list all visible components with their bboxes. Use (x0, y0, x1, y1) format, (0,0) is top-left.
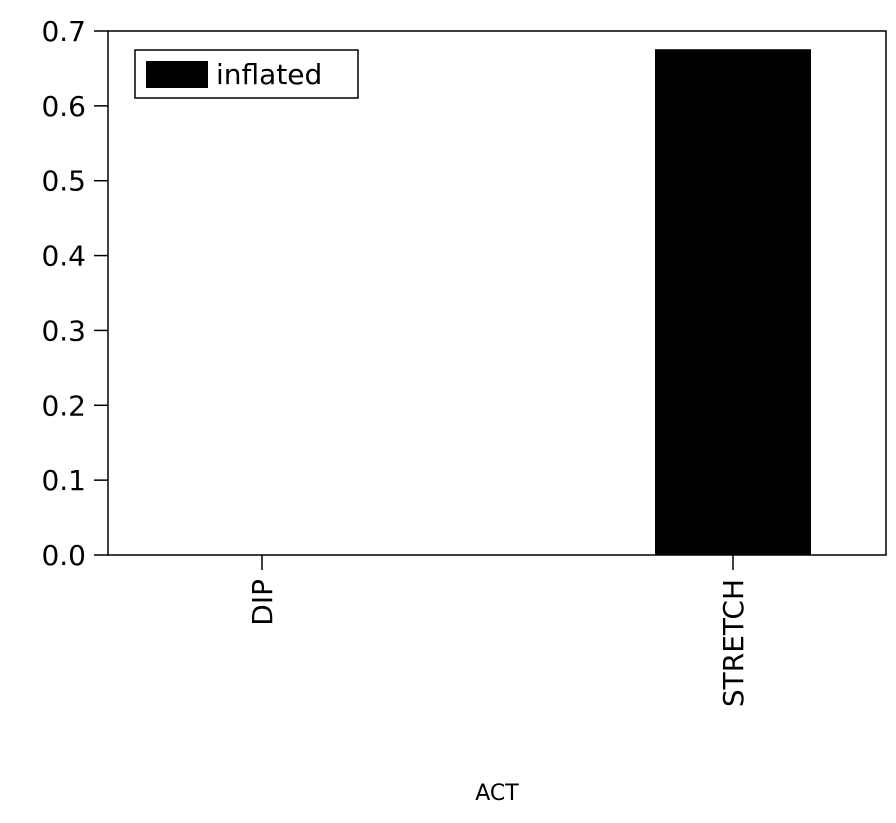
x-tick-label: DIP (246, 579, 279, 626)
bars (655, 49, 811, 556)
y-tick-label: 0.5 (41, 165, 86, 198)
y-tick-label: 0.1 (41, 464, 86, 497)
y-axis: 0.0 0.1 0.2 0.3 0.4 0.5 0.6 0.7 (41, 15, 108, 572)
legend-label: inflated (216, 58, 322, 91)
y-tick-label: 0.3 (41, 314, 86, 347)
y-tick-label: 0.7 (41, 15, 86, 48)
legend: inflated (134, 49, 359, 99)
bar (655, 49, 811, 556)
x-tick-label: STRETCH (717, 579, 750, 707)
x-axis: DIP STRETCH (246, 555, 750, 707)
x-axis-title: ACT (475, 781, 519, 806)
y-tick-label: 0.0 (41, 539, 86, 572)
y-tick-label: 0.4 (41, 240, 86, 273)
legend-swatch (146, 61, 208, 88)
y-tick-label: 0.2 (41, 389, 86, 422)
y-tick-label: 0.6 (41, 90, 86, 123)
